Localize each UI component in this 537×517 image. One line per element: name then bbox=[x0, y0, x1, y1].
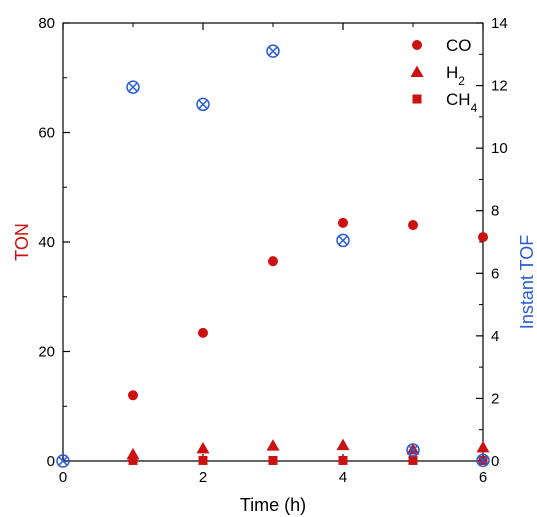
y-tick-label: 0 bbox=[47, 453, 55, 470]
marker-cross bbox=[58, 456, 68, 466]
y2-axis-title: Instant TOF bbox=[517, 235, 537, 329]
x-tick-label: 0 bbox=[59, 469, 67, 486]
h2-point bbox=[336, 438, 350, 451]
ch4-point bbox=[268, 455, 278, 465]
h2-point bbox=[406, 443, 420, 455]
co-point bbox=[338, 217, 348, 228]
co-point bbox=[128, 390, 138, 401]
h2-point bbox=[476, 440, 490, 453]
marker-cross bbox=[408, 445, 418, 455]
y2-tick-label: 0 bbox=[491, 453, 499, 470]
instant-tof-point bbox=[336, 233, 350, 248]
legend-marker-co bbox=[412, 40, 422, 50]
marker-ring bbox=[56, 454, 70, 468]
instant-tof-point bbox=[126, 80, 140, 94]
instant-tof-point bbox=[266, 44, 280, 58]
marker-cross bbox=[128, 82, 138, 92]
legend-marker-ch4 bbox=[412, 94, 422, 104]
instant-tof-point bbox=[476, 453, 490, 468]
h2-point bbox=[266, 439, 280, 451]
data-marks bbox=[56, 44, 490, 468]
ch4-point bbox=[198, 455, 208, 465]
y2-tick-label: 4 bbox=[491, 328, 499, 345]
y-tick-label: 60 bbox=[38, 125, 55, 142]
y2-tick-label: 8 bbox=[491, 203, 499, 220]
marker-ring bbox=[266, 44, 280, 58]
marker-ring bbox=[406, 443, 420, 457]
legend-label-co: CO bbox=[446, 36, 472, 55]
y-axis-title: TON bbox=[12, 223, 32, 261]
instant-tof-point bbox=[56, 454, 70, 468]
ch4-point bbox=[128, 455, 138, 465]
y2-tick-label: 10 bbox=[491, 140, 508, 157]
legend-marker-h2 bbox=[410, 65, 424, 77]
y2-tick-label: 2 bbox=[491, 390, 499, 407]
x-tick-label: 2 bbox=[199, 469, 207, 486]
y2-tick-label: 12 bbox=[491, 78, 508, 95]
y-tick-label: 80 bbox=[38, 15, 55, 32]
y-tick-label: 40 bbox=[38, 234, 55, 251]
co-point bbox=[408, 220, 418, 231]
x-axis-title: Time (h) bbox=[240, 495, 306, 515]
co-point bbox=[268, 256, 278, 267]
instant-tof-point bbox=[406, 443, 420, 457]
marker-cross bbox=[478, 455, 488, 466]
marker-cross bbox=[338, 235, 348, 246]
ch4-point bbox=[408, 455, 418, 465]
y-tick-label: 20 bbox=[38, 344, 55, 361]
marker-ring bbox=[126, 80, 140, 94]
x-tick-label: 4 bbox=[339, 469, 347, 486]
co-point bbox=[198, 327, 208, 338]
marker-ring bbox=[336, 233, 350, 248]
marker-ring bbox=[476, 453, 490, 468]
legend-label-h2: H2 bbox=[446, 63, 465, 88]
y2-tick-label: 14 bbox=[491, 15, 508, 32]
marker-cross bbox=[268, 46, 278, 56]
plot-frame bbox=[62, 22, 484, 462]
marker-ring bbox=[196, 97, 210, 112]
co-point bbox=[478, 232, 488, 243]
y2-tick-label: 6 bbox=[491, 265, 499, 282]
h2-point bbox=[196, 441, 210, 454]
ch4-point bbox=[338, 455, 348, 465]
x-tick-label: 6 bbox=[479, 469, 487, 486]
legend-label-ch4: CH4 bbox=[446, 90, 478, 115]
marker-cross bbox=[198, 99, 208, 110]
instant-tof-point bbox=[196, 97, 210, 112]
